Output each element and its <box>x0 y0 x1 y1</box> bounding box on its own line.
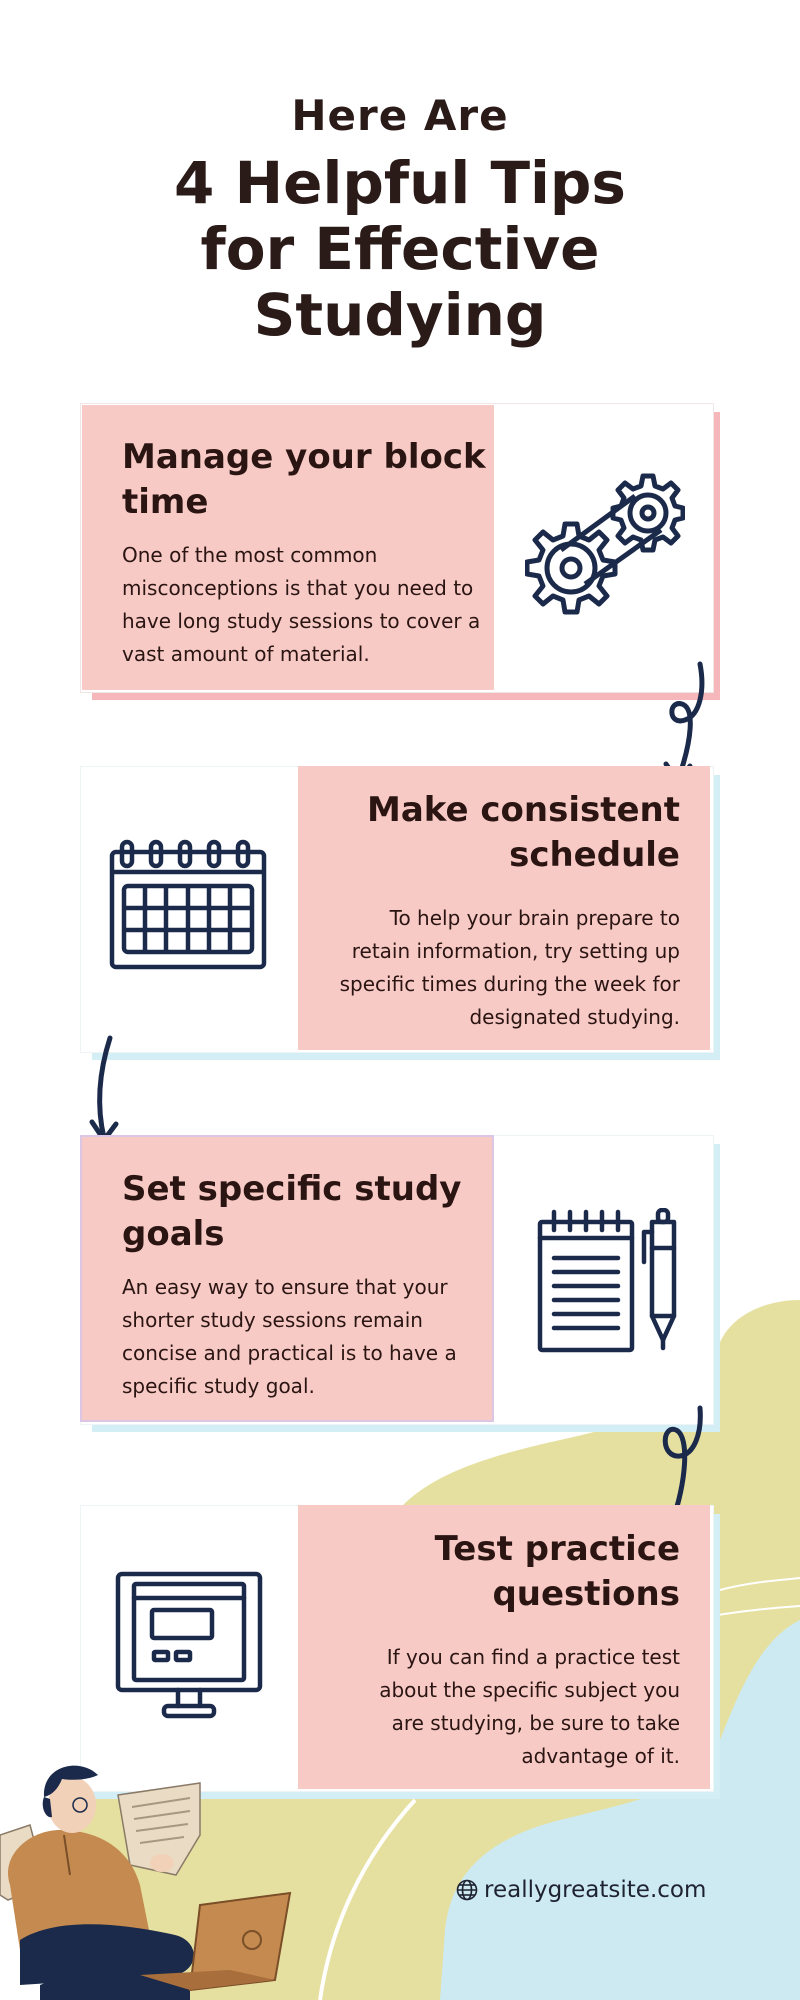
tip3-card: Set specific study goals An easy way to … <box>80 1135 494 1422</box>
student-illustration <box>0 1765 292 2000</box>
tip3-text: An easy way to ensure that your shorter … <box>122 1275 457 1398</box>
header-intro: Here Are <box>291 91 509 140</box>
globe-icon <box>456 1879 478 1901</box>
arrow-down-icon <box>89 1035 119 1143</box>
tip1-text: One of the most common misconceptions is… <box>122 543 481 666</box>
monitor-icon <box>114 1570 264 1720</box>
tip1-card: Manage your block time One of the most c… <box>82 405 494 690</box>
tip2-title: Make consistent schedule <box>367 790 680 875</box>
calendar-icon <box>108 838 268 973</box>
gears-icon <box>525 472 685 632</box>
notepad-pen-icon <box>536 1208 686 1353</box>
page-header: Here Are 4 Helpful Tips for Effective St… <box>0 91 800 349</box>
tip4-card: Test practice questions If you can find … <box>298 1505 710 1789</box>
tip4-title: Test practice questions <box>434 1529 680 1614</box>
tip3-title: Set specific study goals <box>122 1169 462 1254</box>
website-link[interactable]: reallygreatsite.com <box>456 1872 706 1908</box>
tip2-text: To help your brain prepare to retain inf… <box>339 906 680 1029</box>
page-title: 4 Helpful Tips for Effective Studying <box>174 149 626 349</box>
website-url: reallygreatsite.com <box>484 1877 707 1903</box>
tip1-title: Manage your block time <box>122 437 486 522</box>
tip4-text: If you can find a practice test about th… <box>379 1645 680 1768</box>
tip2-card: Make consistent schedule To help your br… <box>298 766 710 1050</box>
